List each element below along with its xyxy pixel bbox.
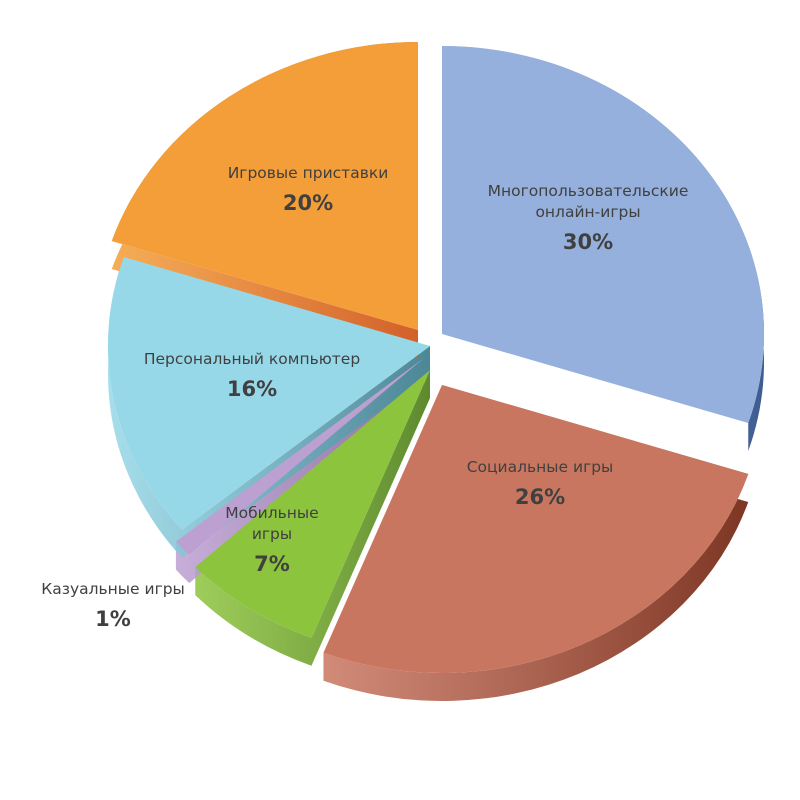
slice-4-top: [175, 358, 424, 556]
slice-3-top: [195, 370, 430, 638]
slice-3-label: Мобильные: [225, 504, 318, 522]
slice-6-top: [111, 41, 419, 330]
slice-6-label: Игровые приставки: [228, 164, 389, 182]
slice-5-top: [108, 257, 430, 530]
slice-4-value-label: 1%: [95, 607, 131, 631]
slice-2-value-label: 26%: [515, 485, 565, 509]
slice-5-label: Персональный компьютер: [144, 350, 360, 368]
slice-1-label: Многопользовательские: [488, 182, 689, 200]
slice-2-top: [323, 385, 749, 673]
slice-labels: Многопользовательские онлайн-игры 30% Социа…: [41, 164, 688, 631]
slice-3-value-label: 7%: [254, 552, 290, 576]
slice-6-value-label: 20%: [283, 191, 333, 215]
slice-1-top: [442, 46, 764, 423]
slice-5-value-label: 16%: [227, 377, 277, 401]
slice-5-side: [107, 257, 430, 558]
slice-1-label: онлайн-игры: [535, 203, 640, 221]
slice-1-value-label: 30%: [563, 230, 613, 254]
slice-4-label: Казуальные игры: [41, 580, 185, 598]
slice-3-label: игры: [252, 525, 292, 543]
slice-tops: [108, 41, 764, 673]
slice-2-label: Социальные игры: [467, 458, 614, 476]
